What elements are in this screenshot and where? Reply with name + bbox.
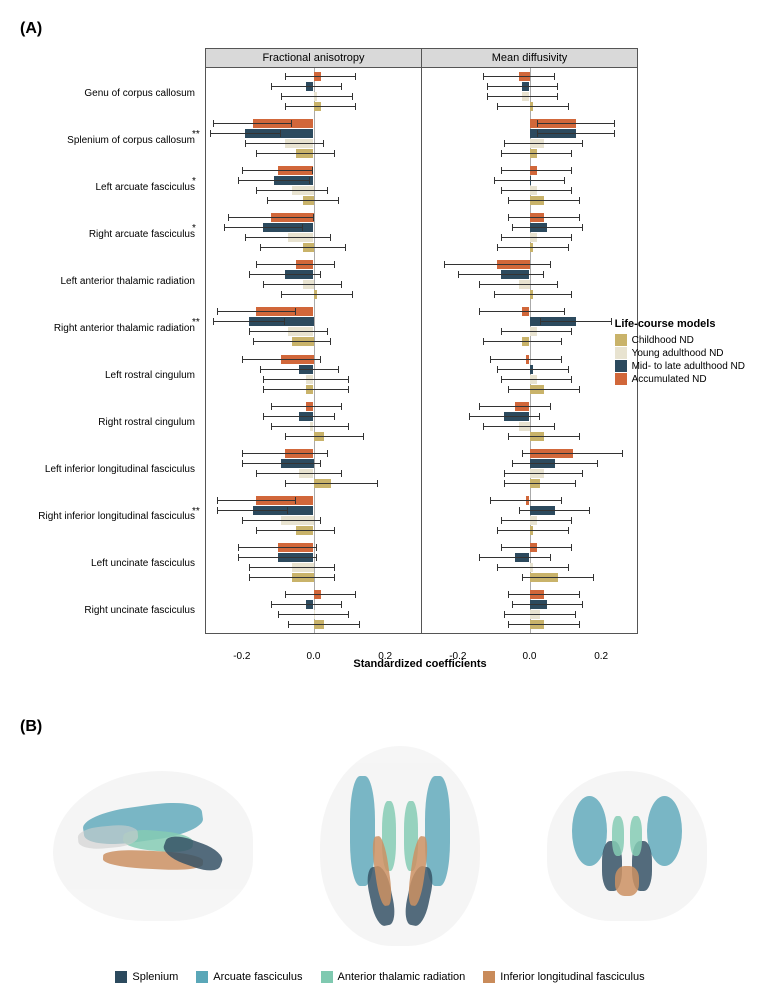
region-label: Right arcuate fasciculus [15,229,195,240]
significance-marker: ** [192,129,200,140]
legend-a-title: Life-course models [615,318,745,330]
region-label: Right anterior thalamic radiation [15,323,195,334]
region-label: Left arcuate fasciculus [15,182,195,193]
panel-a-label: (A) [20,20,740,38]
brain-superior [320,746,480,946]
x-tick: 0.2 [378,651,392,662]
region-label: Left rostral cingulum [15,370,195,381]
facet-md: Mean diffusivity -0.20.00.2 [422,48,638,634]
significance-marker: * [192,176,196,187]
region-label: Right uncinate fasciculus [15,605,195,616]
x-tick: 0.0 [307,651,321,662]
region-label: Right inferior longitudinal fasciculus [15,511,195,522]
x-tick: -0.2 [233,651,250,662]
region-label: Right rostral cingulum [15,417,195,428]
significance-marker: ** [192,506,200,517]
legend-a: Life-course models Childhood NDYoung adu… [615,318,745,386]
legend-b-item: Anterior thalamic radiation [321,971,466,983]
chart-panel-a: Genu of corpus callosumSplenium of corpu… [20,48,740,668]
legend-b-item: Splenium [115,971,178,983]
brain-row [20,746,740,946]
x-tick: 0.2 [594,651,608,662]
facet-header-fa: Fractional anisotropy [206,49,421,68]
region-label: Left anterior thalamic radiation [15,276,195,287]
legend-item: Mid- to late adulthood ND [615,360,745,372]
region-label: Splenium of corpus callosum [15,135,195,146]
x-tick: 0.0 [523,651,537,662]
significance-marker: * [192,223,196,234]
legend-item: Childhood ND [615,334,745,346]
legend-b-item: Inferior longitudinal fasciculus [483,971,644,983]
significance-marker: ** [192,317,200,328]
brain-anterior [547,771,707,921]
legend-item: Accumulated ND [615,373,745,385]
legend-b: Splenium Arcuate fasciculus Anterior thala… [20,971,740,984]
legend-item: Young adulthood ND [615,347,745,359]
panel-b-label: (B) [20,718,740,736]
brain-lateral [53,771,253,921]
legend-b-item: Arcuate fasciculus [196,971,302,983]
x-tick: -0.2 [449,651,466,662]
region-label: Genu of corpus callosum [15,88,195,99]
region-label: Left uncinate fasciculus [15,558,195,569]
facet-fa: Fractional anisotropy -0.20.00.2 [205,48,422,634]
x-axis-title: Standardized coefficients [205,658,635,670]
facet-header-md: Mean diffusivity [422,49,637,68]
region-label: Left inferior longitudinal fasciculus [15,464,195,475]
